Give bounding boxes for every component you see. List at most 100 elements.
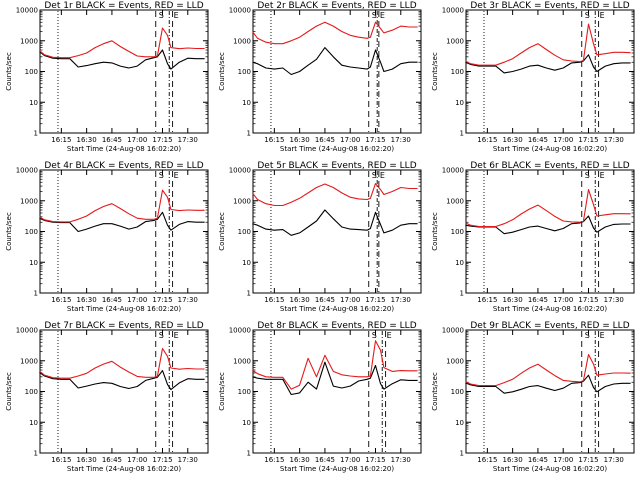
x-tick-label: 17:30	[391, 296, 411, 304]
y-axis-label: Counts/sec	[218, 52, 226, 91]
y-tick-label: 10	[29, 99, 38, 107]
x-tick-label: 16:30	[503, 296, 523, 304]
y-tick-label: 1000	[446, 37, 464, 45]
x-tick-label: 17:15	[152, 136, 172, 144]
y-axis-label: Counts/sec	[5, 52, 13, 91]
y-tick-label: 1000	[233, 37, 251, 45]
y-tick-label: 1000	[20, 37, 38, 45]
y-tick-label: 100	[25, 228, 38, 236]
end-marker-label: E	[600, 11, 605, 20]
x-tick-label: 17:00	[553, 136, 573, 144]
y-tick-label: 1000	[20, 197, 38, 205]
plot-frame	[465, 169, 635, 294]
lld-series-line	[251, 21, 418, 45]
plot-frame	[252, 329, 422, 454]
x-tick-label: 17:30	[391, 456, 411, 464]
y-axis-label: Counts/sec	[218, 212, 226, 251]
x-axis-label: Start Time (24-Aug-08 16:02:20)	[493, 305, 607, 313]
y-axis-label: Counts/sec	[5, 212, 13, 251]
x-axis-label: Start Time (24-Aug-08 16:02:20)	[280, 465, 394, 473]
panel-5: Det 5r BLACK = Events, RED = LLD 1 10 100 10…	[218, 161, 422, 313]
y-tick-label: 10	[242, 419, 251, 427]
y-tick-label: 1	[247, 290, 251, 298]
x-tick-label: 17:00	[340, 296, 360, 304]
x-tick-label: 16:45	[528, 456, 548, 464]
x-axis-label: Start Time (24-Aug-08 16:02:20)	[280, 145, 394, 153]
x-tick-label: 16:30	[503, 136, 523, 144]
y-tick-label: 10000	[16, 167, 38, 175]
y-tick-label: 1	[247, 450, 251, 458]
plot-frame	[39, 329, 209, 454]
x-tick-label: 16:30	[290, 456, 310, 464]
y-tick-label: 100	[238, 68, 251, 76]
x-tick-label: 16:30	[77, 136, 97, 144]
y-tick-label: 1	[247, 130, 251, 138]
x-tick-label: 16:45	[528, 296, 548, 304]
x-axis-label: Start Time (24-Aug-08 16:02:20)	[67, 465, 181, 473]
x-tick-label: 17:00	[553, 296, 573, 304]
x-tick-label: 17:30	[604, 456, 624, 464]
x-tick-label: 17:30	[178, 456, 198, 464]
x-tick-label: 17:30	[178, 296, 198, 304]
x-tick-label: 16:45	[315, 456, 335, 464]
panel-title: Det 6r BLACK = Events, RED = LLD	[470, 161, 629, 171]
x-tick-label: 16:15	[477, 456, 497, 464]
end-marker-label: E	[174, 171, 179, 180]
panel-2: Det 2r BLACK = Events, RED = LLD 1 10 100 10…	[218, 1, 422, 153]
x-axis-label: Start Time (24-Aug-08 16:02:20)	[493, 145, 607, 153]
y-tick-label: 1000	[233, 357, 251, 365]
y-tick-label: 10000	[16, 7, 38, 15]
x-tick-label: 16:15	[264, 136, 284, 144]
end-marker-label: E	[380, 11, 385, 20]
x-tick-label: 16:30	[77, 456, 97, 464]
x-tick-label: 17:30	[178, 136, 198, 144]
y-axis-label: Counts/sec	[431, 372, 439, 411]
lld-series-line	[39, 347, 205, 379]
panel-title: Det 7r BLACK = Events, RED = LLD	[44, 321, 203, 331]
x-axis-label: Start Time (24-Aug-08 16:02:20)	[280, 305, 394, 313]
panel-8: Det 8r BLACK = Events, RED = LLD 1 10 100 10…	[218, 321, 422, 473]
x-tick-label: 16:15	[51, 456, 71, 464]
y-tick-label: 100	[25, 388, 38, 396]
lld-series-line	[39, 189, 205, 223]
y-tick-label: 100	[451, 68, 464, 76]
panel-6: Det 6r BLACK = Events, RED = LLD 1 10 100 10…	[431, 161, 635, 313]
x-axis-label: Start Time (24-Aug-08 16:02:20)	[67, 145, 181, 153]
events-series-line	[465, 215, 631, 235]
x-tick-label: 16:30	[77, 296, 97, 304]
x-tick-label: 16:15	[51, 296, 71, 304]
plot-frame	[465, 9, 635, 134]
y-tick-label: 10	[29, 259, 38, 267]
x-tick-label: 17:15	[578, 136, 598, 144]
y-tick-label: 10000	[442, 327, 464, 335]
x-tick-label: 16:45	[102, 296, 122, 304]
y-tick-label: 1000	[20, 357, 38, 365]
y-tick-label: 10000	[442, 7, 464, 15]
x-tick-label: 16:45	[528, 136, 548, 144]
y-tick-label: 100	[451, 388, 464, 396]
y-tick-label: 1	[34, 290, 38, 298]
x-tick-label: 16:45	[315, 296, 335, 304]
x-tick-label: 16:15	[477, 136, 497, 144]
y-tick-label: 1000	[446, 357, 464, 365]
y-tick-label: 10000	[229, 7, 251, 15]
y-axis-label: Counts/sec	[218, 372, 226, 411]
x-tick-label: 16:45	[315, 136, 335, 144]
panel-4: Det 4r BLACK = Events, RED = LLD 1 10 100 10…	[5, 161, 209, 313]
y-tick-label: 10	[455, 419, 464, 427]
events-series-line	[465, 54, 631, 74]
y-tick-label: 1	[460, 450, 464, 458]
y-tick-label: 10000	[442, 167, 464, 175]
events-series-line	[252, 47, 418, 76]
start-marker-label: S	[372, 331, 377, 340]
events-series-line	[252, 361, 418, 396]
events-series-line	[39, 211, 205, 233]
lld-series-line	[251, 183, 418, 207]
x-tick-label: 17:15	[152, 456, 172, 464]
y-tick-label: 10000	[16, 327, 38, 335]
y-tick-label: 10	[242, 99, 251, 107]
y-tick-label: 1000	[233, 197, 251, 205]
y-tick-label: 1000	[446, 197, 464, 205]
x-tick-label: 16:30	[290, 136, 310, 144]
y-tick-label: 10	[455, 99, 464, 107]
